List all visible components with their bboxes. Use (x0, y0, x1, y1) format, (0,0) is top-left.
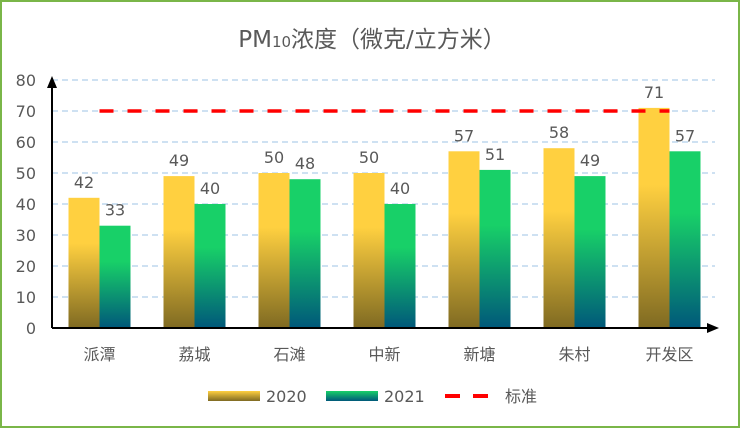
data-label: 49 (169, 151, 189, 170)
bar-2021-荔城 (194, 204, 226, 328)
y-tick-label: 80 (16, 71, 36, 90)
legend-label: 2020 (266, 387, 307, 406)
bar-2021-石滩 (289, 179, 321, 328)
bar-2020-新塘 (448, 151, 480, 328)
data-label: 33 (105, 201, 125, 220)
y-tick-label: 0 (26, 319, 36, 338)
title-subscript: 10 (271, 33, 292, 51)
bar-2020-石滩 (258, 173, 290, 328)
data-label: 51 (485, 145, 505, 164)
x-axis-arrow-icon (707, 323, 719, 333)
x-tick-label: 派潭 (83, 345, 115, 364)
legend-swatch-2021 (326, 391, 378, 401)
data-label: 57 (675, 126, 695, 145)
data-label: 50 (359, 148, 379, 167)
title-rest: 浓度（微克/立方米） (291, 27, 506, 53)
data-label: 57 (454, 126, 474, 145)
bar-2021-新塘 (479, 169, 511, 328)
bar-2021-中新 (384, 204, 416, 328)
legend-label: 标准 (505, 387, 537, 406)
y-tick-label: 60 (16, 133, 36, 152)
data-label: 50 (264, 148, 284, 167)
data-label: 42 (74, 173, 94, 192)
y-tick-label: 10 (16, 288, 36, 307)
title-main: PM (238, 27, 272, 53)
x-tick-label: 荔城 (178, 345, 210, 364)
data-label: 40 (200, 179, 220, 198)
bar-2020-派潭 (68, 197, 100, 328)
x-tick-label: 开发区 (645, 345, 693, 364)
x-tick-label: 中新 (368, 345, 400, 364)
y-tick-label: 50 (16, 164, 36, 183)
legend-label: 2021 (384, 387, 425, 406)
legend-swatch-2020 (208, 391, 260, 401)
bar-2021-开发区 (669, 151, 701, 328)
y-tick-label: 20 (16, 257, 36, 276)
data-label: 58 (549, 123, 569, 142)
data-label: 48 (295, 154, 315, 173)
bar-2021-派潭 (99, 225, 131, 328)
y-tick-label: 70 (16, 102, 36, 121)
bar-2020-中新 (353, 173, 385, 328)
y-tick-label: 40 (16, 195, 36, 214)
y-tick-label: 30 (16, 226, 36, 245)
data-label: 40 (390, 179, 410, 198)
bar-2020-开发区 (638, 107, 670, 329)
data-label: 49 (580, 151, 600, 170)
x-tick-label: 石滩 (273, 345, 305, 364)
x-tick-label: 朱村 (558, 345, 590, 364)
data-label: 71 (644, 83, 664, 102)
bar-2020-朱村 (543, 148, 575, 328)
bar-2021-朱村 (574, 176, 606, 328)
chart-title: PM10浓度（微克/立方米） (2, 20, 740, 54)
x-tick-label: 新塘 (463, 345, 495, 364)
bar-2020-荔城 (163, 176, 195, 328)
y-axis-arrow-icon (47, 76, 57, 88)
